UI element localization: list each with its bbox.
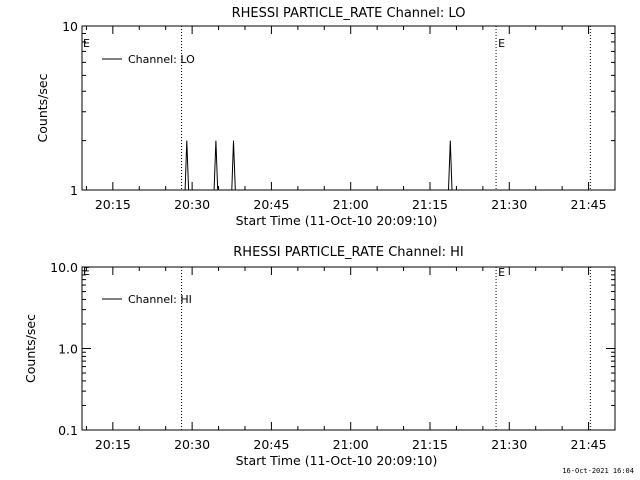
y-tick-label: 0.1 [58,423,78,438]
x-tick-label: 21:15 [412,437,448,452]
y-tick-label: 10 [62,19,78,34]
left-event-marker: E [83,265,90,278]
x-axis-label-1: Start Time (11-Oct-10 20:09:10) [236,453,438,468]
chart-title-1: RHESSI PARTICLE_RATE Channel: HI [233,245,463,260]
y-axis-label-0: Counts/sec [35,73,50,142]
x-tick-label: 20:15 [95,197,131,212]
chart-title-0: RHESSI PARTICLE_RATE Channel: LO [232,6,466,21]
x-tick-label: 21:45 [571,437,607,452]
x-tick-label: 21:30 [491,197,527,212]
x-tick-label: 20:30 [174,437,210,452]
y-tick-label: 1 [70,183,78,198]
event-label: E [498,37,505,50]
plot-frame-1 [81,266,616,431]
series-line-0-0 [82,140,615,191]
x-tick-label: 20:45 [253,197,289,212]
x-tick-label: 20:15 [95,437,131,452]
plot-frame-0 [81,25,616,191]
x-tick-label: 20:30 [174,197,210,212]
x-tick-label: 20:45 [253,437,289,452]
x-tick-label: 21:00 [333,197,369,212]
x-tick-label: 21:30 [491,437,527,452]
footer-timestamp: 16-Oct-2021 16:04 [562,467,634,475]
x-tick-label: 21:15 [412,197,448,212]
x-tick-label: 21:45 [571,197,607,212]
x-axis-label-0: Start Time (11-Oct-10 20:09:10) [236,213,438,228]
y-tick-label: 1.0 [58,342,78,357]
legend-entry-1: Channel: HI [128,293,192,306]
x-tick-label: 21:00 [333,437,369,452]
legend-entry-0: Channel: LO [128,53,195,66]
y-axis-label-1: Counts/sec [23,314,38,383]
event-label: E [498,266,505,279]
y-tick-label: 10.0 [50,260,78,275]
left-event-marker: E [83,37,90,50]
